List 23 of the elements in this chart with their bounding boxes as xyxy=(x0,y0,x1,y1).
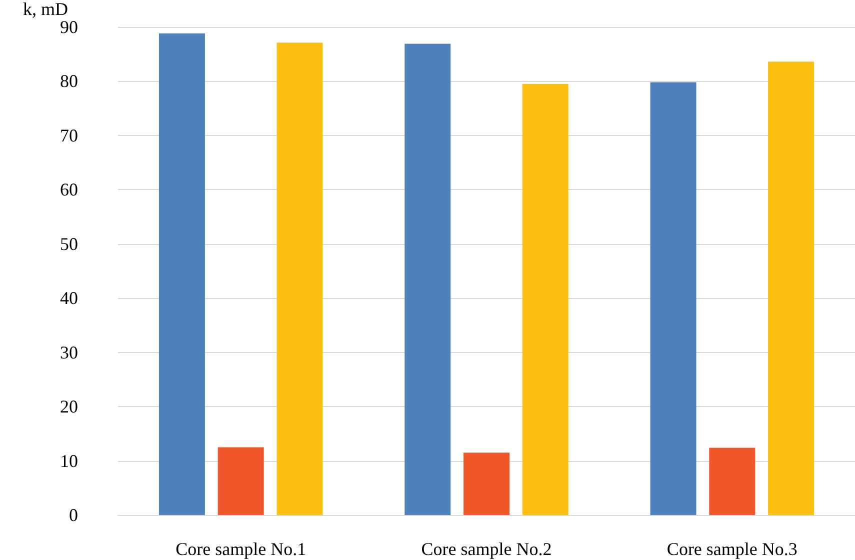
bar xyxy=(709,448,756,515)
y-axis-title: k, mD xyxy=(23,0,68,19)
y-tick-label: 0 xyxy=(69,505,78,525)
y-tick-label: 30 xyxy=(60,342,78,362)
x-tick-label: Core sample No.2 xyxy=(421,539,552,559)
y-tick-label: 10 xyxy=(60,450,78,471)
y-tick-label: 50 xyxy=(60,234,78,254)
y-tick-label: 40 xyxy=(60,288,78,308)
x-tick-label: Core sample No.1 xyxy=(176,539,306,559)
bar xyxy=(276,42,323,515)
y-tick-label: 60 xyxy=(60,180,78,200)
bar xyxy=(768,62,814,515)
bar xyxy=(464,452,510,515)
y-tick-label: 90 xyxy=(60,16,78,37)
bar xyxy=(218,447,264,515)
bar xyxy=(522,84,568,515)
y-tick-label: 70 xyxy=(60,125,78,146)
bar xyxy=(404,44,451,515)
y-tick-label: 20 xyxy=(60,396,78,417)
bar xyxy=(158,33,205,515)
bar xyxy=(650,82,696,515)
x-tick-label: Core sample No.3 xyxy=(666,539,798,559)
y-tick-label: 80 xyxy=(60,71,78,92)
